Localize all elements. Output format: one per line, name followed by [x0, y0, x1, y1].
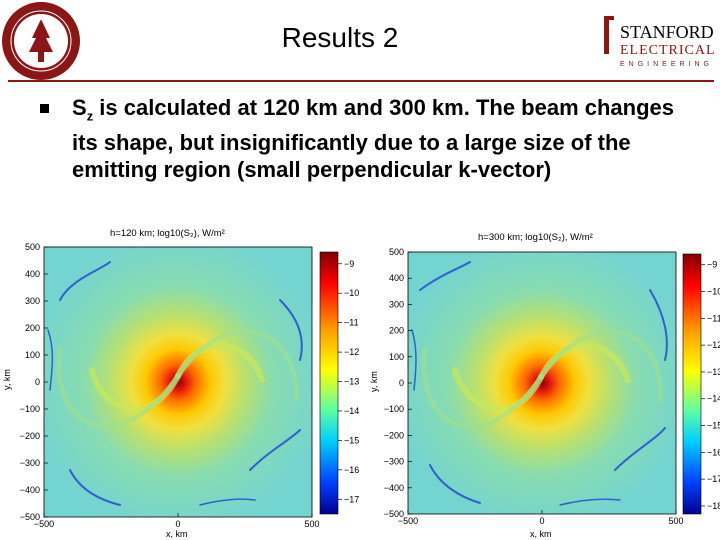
y-tick-label: 400 [25, 269, 40, 279]
y-ticks: 500 400 300 200 100 0 −100 −200 −300 −400 −500 [20, 242, 48, 522]
x-axis-label: x, km [166, 529, 188, 539]
x-tick-label: 500 [668, 516, 683, 526]
bullet-subscript: z [86, 108, 94, 124]
y-tick-label: 500 [389, 247, 404, 257]
colorbar-tick-label: −16 [344, 465, 359, 475]
colorbar [682, 253, 702, 515]
brand-line-stanford: STANFORD [620, 22, 714, 42]
colorbar-tick-label: −13 [707, 367, 720, 377]
y-tick-label: 0 [399, 378, 404, 388]
x-ticks: −500 0 500 [398, 510, 684, 526]
y-tick-label: −400 [384, 483, 404, 493]
colorbar-ticks: −9 −10 −11 −12 −13 −14 −15 −16 −17 −18 [701, 260, 720, 511]
y-tick-label: −200 [384, 430, 404, 440]
y-tick-label: −500 [20, 512, 40, 522]
colorbar-tick-label: −15 [707, 421, 720, 431]
x-tick-label: −500 [34, 519, 54, 529]
stanford-seal-logo [2, 2, 80, 80]
colorbar-tick-label: −18 [707, 501, 720, 511]
y-tick-label: 0 [35, 377, 40, 387]
y-ticks: 500 400 300 200 100 0 −100 −200 −300 −400 −500 [384, 247, 412, 519]
slide-title: Results 2 [281, 22, 399, 53]
colorbar-tick-label: −12 [344, 347, 359, 357]
plot-title: h=300 km; log10(S₂), W/m² [478, 232, 593, 243]
colorbar-tick-label: −16 [707, 447, 720, 457]
y-tick-label: −200 [20, 431, 40, 441]
y-tick-label: −500 [384, 509, 404, 519]
bullet-text: Sz is calculated at 120 km and 300 km. T… [72, 94, 692, 183]
heatmap-swirl [47, 261, 303, 506]
x-tick-label: −500 [398, 516, 418, 526]
y-tick-label: 100 [25, 350, 40, 360]
colorbar-tick-label: −12 [707, 340, 720, 350]
plot-title: h=120 km; log10(S₂), W/m² [110, 228, 225, 239]
brand-line-engineering: ENGINEERING [620, 61, 713, 68]
y-tick-label: 300 [25, 296, 40, 306]
brand-line-electrical: ELECTRICAL [620, 43, 716, 58]
header-divider [8, 80, 714, 82]
y-axis-label: y, km [369, 371, 379, 392]
colorbar-tick-label: −13 [344, 377, 359, 387]
bullet-rest: is calculated at 120 km and 300 km. The … [72, 95, 675, 183]
y-tick-label: −300 [20, 458, 40, 468]
y-tick-label: 400 [389, 273, 404, 283]
y-tick-label: −100 [20, 404, 40, 414]
colorbar-tick-label: −15 [344, 435, 359, 445]
colorbar-tick-label: −9 [344, 259, 354, 269]
colorbar [319, 251, 339, 515]
y-axis-label: y, km [2, 369, 12, 390]
colorbar-tick-label: −11 [707, 313, 720, 323]
x-tick-label: 500 [304, 519, 319, 529]
colorbar-tick-label: −17 [344, 494, 359, 504]
y-tick-label: −100 [384, 404, 404, 414]
stanford-ee-logo: STANFORD ELECTRICAL ENGINEERING [604, 16, 716, 68]
y-tick-label: −400 [20, 485, 40, 495]
x-tick-label: 0 [175, 519, 180, 529]
y-tick-label: 100 [389, 352, 404, 362]
colorbar-tick-label: −14 [707, 394, 720, 404]
colorbar-tick-label: −14 [344, 406, 359, 416]
colorbar-tick-label: −11 [344, 318, 359, 328]
bullet-square-icon [40, 104, 49, 113]
y-tick-label: 200 [389, 326, 404, 336]
heatmap-swirl [411, 261, 668, 506]
x-tick-label: 0 [539, 516, 544, 526]
heatmap-field [408, 252, 676, 514]
colorbar-tick-label: −9 [707, 260, 717, 270]
x-axis-label: x, km [530, 529, 552, 539]
bullet-prefix: S [72, 95, 87, 120]
y-tick-label: 500 [25, 242, 40, 252]
y-tick-label: −300 [384, 457, 404, 467]
y-tick-label: 300 [389, 299, 404, 309]
colorbar-tick-label: −10 [344, 288, 359, 298]
colorbar-ticks: −9 −10 −11 −12 −13 −14 −15 −16 −17 [338, 259, 359, 504]
colorbar-tick-label: −10 [707, 287, 720, 297]
x-ticks: −500 0 500 [34, 513, 320, 529]
colorbar-tick-label: −17 [707, 474, 720, 484]
y-tick-label: 200 [25, 323, 40, 333]
